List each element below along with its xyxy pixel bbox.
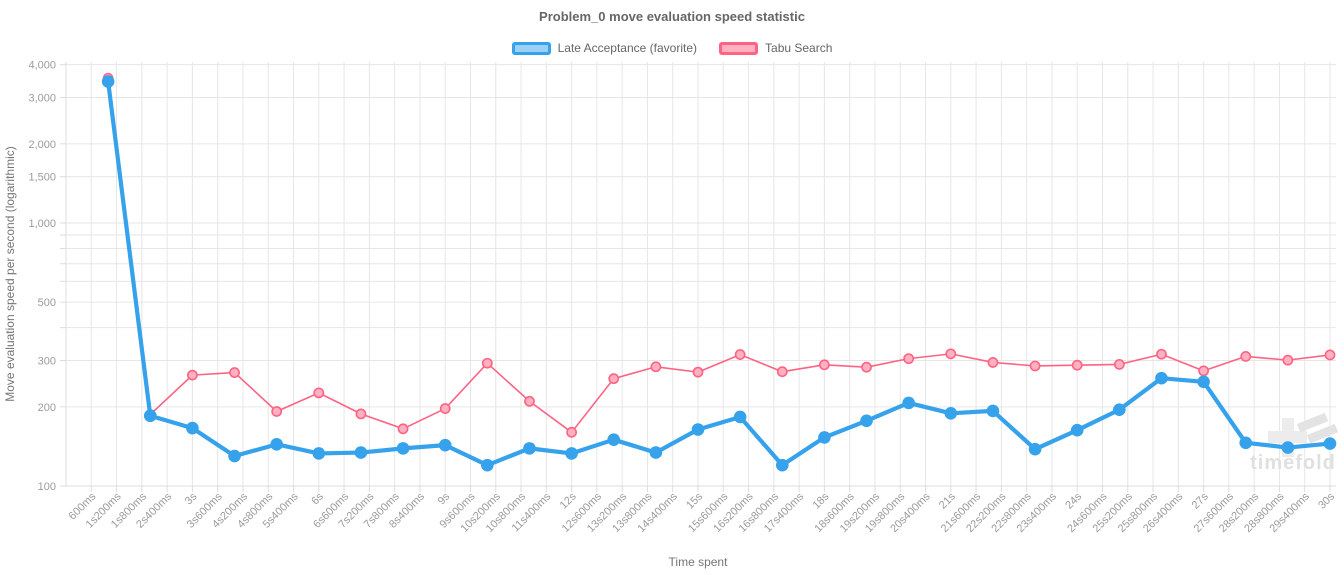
x-tick-label: 18s bbox=[810, 490, 831, 511]
data-point[interactable] bbox=[1070, 423, 1084, 437]
data-point[interactable] bbox=[566, 426, 577, 438]
data-point[interactable] bbox=[608, 373, 620, 385]
data-point[interactable] bbox=[1281, 441, 1295, 454]
data-point[interactable] bbox=[438, 438, 452, 452]
timefold-logo-icon bbox=[1268, 412, 1339, 457]
y-axis-title: Move evaluation speed per second (logari… bbox=[3, 146, 17, 401]
data-point[interactable] bbox=[649, 446, 663, 459]
x-tick-label: 15s bbox=[684, 490, 705, 511]
data-point[interactable] bbox=[1282, 354, 1294, 366]
series-tabu-search bbox=[102, 72, 1336, 438]
data-point[interactable] bbox=[819, 359, 830, 371]
data-point[interactable] bbox=[354, 446, 368, 459]
x-tick-label: 12s bbox=[558, 490, 579, 511]
data-point[interactable] bbox=[439, 403, 451, 414]
data-point[interactable] bbox=[186, 369, 198, 381]
series-line bbox=[107, 77, 1331, 434]
data-point[interactable] bbox=[692, 366, 704, 378]
data-point[interactable] bbox=[1198, 365, 1209, 377]
x-tick-label: 6s bbox=[309, 490, 326, 507]
data-point[interactable] bbox=[313, 387, 325, 399]
data-point[interactable] bbox=[987, 357, 999, 368]
data-point[interactable] bbox=[1113, 358, 1125, 370]
data-point[interactable] bbox=[691, 423, 705, 436]
data-point[interactable] bbox=[524, 395, 535, 407]
gridlines bbox=[60, 62, 1336, 492]
x-tick-label: 30s bbox=[1316, 490, 1337, 511]
legend: Late Acceptance (favorite) Tabu Search bbox=[0, 41, 1344, 55]
data-point[interactable] bbox=[902, 396, 915, 410]
legend-item-late-acceptance[interactable]: Late Acceptance (favorite) bbox=[511, 41, 698, 55]
data-point[interactable] bbox=[186, 421, 199, 435]
y-tick-label: 2,000 bbox=[28, 139, 56, 151]
data-point[interactable] bbox=[1156, 348, 1167, 360]
data-point[interactable] bbox=[270, 438, 283, 451]
data-point[interactable] bbox=[229, 367, 240, 378]
watermark-text: timefold bbox=[1250, 452, 1336, 474]
data-point[interactable] bbox=[1324, 349, 1336, 361]
data-point[interactable] bbox=[565, 447, 578, 460]
data-point[interactable] bbox=[734, 349, 746, 360]
data-point[interactable] bbox=[1071, 359, 1083, 371]
data-point[interactable] bbox=[523, 442, 536, 455]
data-point[interactable] bbox=[481, 357, 493, 369]
data-point[interactable] bbox=[1028, 442, 1042, 456]
data-point[interactable] bbox=[861, 361, 872, 373]
series-line bbox=[106, 79, 1333, 468]
legend-label-tabu-search: Tabu Search bbox=[765, 41, 833, 55]
legend-item-tabu-search[interactable]: Tabu Search bbox=[719, 41, 832, 55]
y-tick-label: 100 bbox=[38, 481, 56, 493]
data-point[interactable] bbox=[733, 410, 747, 424]
y-axis-tick-labels: 4,000 3,000 2,000 1,500 1,000 500 300 200 100 bbox=[28, 60, 56, 493]
data-point[interactable] bbox=[397, 423, 409, 435]
data-point[interactable] bbox=[818, 431, 831, 444]
legend-label-late-acceptance: Late Acceptance (favorite) bbox=[557, 41, 698, 55]
data-point[interactable] bbox=[312, 447, 326, 460]
legend-swatch-late-acceptance bbox=[511, 41, 551, 55]
data-point[interactable] bbox=[228, 449, 241, 463]
data-point[interactable] bbox=[1323, 437, 1337, 450]
data-point[interactable] bbox=[101, 75, 115, 88]
x-tick-label: 24s bbox=[1063, 490, 1084, 511]
y-tick-label: 300 bbox=[38, 356, 56, 368]
data-point[interactable] bbox=[776, 366, 788, 378]
data-point[interactable] bbox=[1029, 360, 1041, 372]
y-tick-label: 200 bbox=[38, 402, 56, 414]
data-point[interactable] bbox=[1197, 375, 1210, 389]
data-point[interactable] bbox=[271, 406, 283, 417]
y-tick-label: 4,000 bbox=[28, 60, 56, 72]
x-tick-label: 21s bbox=[937, 490, 958, 511]
series-late-acceptance bbox=[101, 75, 1337, 472]
x-tick-label: 3s bbox=[183, 490, 200, 507]
legend-swatch-tabu-search bbox=[719, 41, 759, 55]
data-point[interactable] bbox=[945, 348, 957, 360]
data-point[interactable] bbox=[903, 353, 915, 365]
data-point[interactable] bbox=[607, 433, 621, 446]
data-point[interactable] bbox=[143, 409, 157, 423]
timefold-watermark: timefold bbox=[1250, 412, 1339, 474]
data-point[interactable] bbox=[481, 458, 494, 472]
x-tick-label: 27s bbox=[1190, 490, 1211, 511]
data-point[interactable] bbox=[650, 361, 662, 373]
data-point[interactable] bbox=[1239, 436, 1253, 450]
data-point[interactable] bbox=[1113, 403, 1126, 417]
data-point[interactable] bbox=[355, 408, 367, 420]
chart-title: Problem_0 move evaluation speed statisti… bbox=[539, 9, 805, 24]
y-tick-label: 500 bbox=[38, 297, 56, 309]
x-tick-label: 9s bbox=[436, 490, 453, 507]
y-tick-label: 1,000 bbox=[28, 218, 56, 230]
y-tick-label: 1,500 bbox=[28, 172, 56, 184]
data-point[interactable] bbox=[944, 406, 958, 420]
data-point[interactable] bbox=[1155, 371, 1168, 385]
y-tick-label: 3,000 bbox=[28, 93, 56, 105]
data-point[interactable] bbox=[986, 404, 1000, 418]
data-point[interactable] bbox=[775, 458, 789, 472]
x-axis-title: Time spent bbox=[669, 555, 729, 569]
data-point[interactable] bbox=[1240, 351, 1252, 362]
data-point[interactable] bbox=[860, 414, 873, 428]
data-point[interactable] bbox=[396, 442, 410, 455]
